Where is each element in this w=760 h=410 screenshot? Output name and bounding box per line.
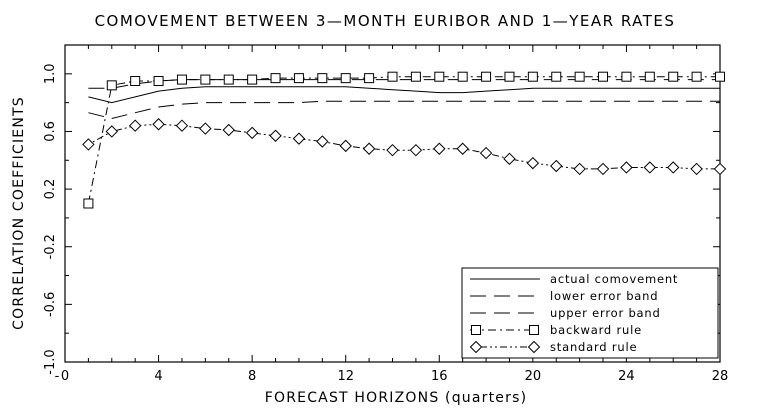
chart-title: COMOVEMENT BETWEEN 3—MONTH EURIBOR AND 1… — [95, 12, 676, 30]
data-point — [317, 73, 328, 84]
data-point — [457, 71, 468, 82]
data-point — [247, 74, 258, 85]
data-point — [200, 74, 211, 85]
series-lower-error-band — [88, 100, 720, 120]
data-point — [292, 132, 306, 145]
series-line — [88, 123, 720, 170]
x-tick-label: 8 — [248, 369, 256, 384]
data-point — [222, 123, 235, 137]
x-tick-label: 20 — [525, 369, 542, 384]
data-point — [340, 73, 351, 84]
data-point — [551, 71, 562, 82]
data-point — [316, 135, 329, 148]
series-line — [87, 76, 720, 204]
series-backward-rule — [83, 71, 725, 209]
data-point — [105, 125, 118, 138]
legend-swatch-marker — [527, 340, 541, 354]
data-point — [668, 71, 679, 82]
data-point — [175, 119, 189, 132]
legend-label: backward rule — [550, 323, 642, 337]
data-point — [598, 71, 609, 82]
data-point — [387, 71, 398, 82]
y-tick-label: 1.0 — [43, 63, 58, 84]
data-point — [479, 146, 493, 160]
series-line — [88, 86, 720, 104]
data-point — [293, 73, 304, 84]
data-point — [364, 73, 375, 84]
data-point — [644, 71, 655, 82]
data-point — [106, 80, 117, 91]
data-point — [434, 71, 445, 82]
y-tick-label: 0.2 — [43, 179, 58, 200]
data-point — [83, 198, 94, 209]
data-point — [409, 143, 423, 157]
data-point — [153, 76, 164, 87]
data-point — [130, 76, 141, 87]
data-point — [433, 142, 446, 155]
legend-swatch-marker — [529, 325, 539, 335]
data-point — [690, 162, 703, 176]
data-point — [481, 71, 492, 82]
data-point — [456, 142, 469, 155]
series-layer — [82, 71, 727, 209]
x-tick-label: 0 — [61, 369, 69, 384]
data-point — [199, 122, 212, 135]
data-point — [82, 138, 95, 151]
data-point — [550, 159, 563, 173]
data-point — [270, 73, 281, 84]
data-point — [643, 161, 657, 174]
data-point — [152, 118, 165, 131]
series-standard-rule — [82, 118, 727, 176]
data-point — [713, 162, 727, 176]
legend-label: upper error band — [550, 306, 661, 320]
y-tick-label: 0.6 — [43, 121, 58, 142]
data-point — [573, 162, 586, 176]
data-point — [667, 161, 680, 174]
data-point — [503, 152, 516, 166]
data-point — [527, 71, 538, 82]
x-tick-label: 28 — [712, 369, 729, 384]
x-tick-label: 16 — [431, 369, 448, 384]
data-point — [128, 119, 142, 132]
data-point — [223, 74, 234, 85]
y-tick-label: -1.0 — [43, 349, 58, 374]
x-axis-label: FORECAST HORIZONS (quarters) — [265, 390, 527, 406]
data-point — [596, 162, 610, 176]
legend-label: lower error band — [550, 289, 658, 303]
x-tick-label: 12 — [337, 369, 354, 384]
data-point — [410, 71, 421, 82]
legend-swatch-marker — [469, 340, 483, 354]
data-point — [269, 129, 282, 142]
data-point — [715, 71, 725, 82]
y-axis-label: CORRELATION COEFFICIENTS — [11, 96, 27, 330]
data-point — [574, 71, 585, 82]
legend: actual comovement lower error band upper e… — [461, 267, 719, 359]
series-actual-comovement — [88, 86, 720, 104]
data-point — [362, 142, 376, 155]
legend-label: standard rule — [550, 340, 637, 354]
data-point — [504, 71, 515, 82]
x-tick-label: 4 — [154, 369, 162, 384]
legend-swatch-marker — [471, 325, 481, 335]
data-point — [526, 156, 540, 170]
series-line — [88, 100, 720, 120]
data-point — [691, 71, 702, 82]
legend-label: actual comovement — [550, 272, 678, 286]
y-tick-label: -0.2 — [43, 234, 58, 259]
data-point — [620, 161, 633, 174]
data-point — [176, 74, 187, 85]
data-point — [339, 139, 352, 153]
data-point — [621, 71, 632, 82]
data-point — [245, 126, 259, 140]
x-tick-label: 24 — [618, 369, 635, 384]
data-point — [386, 143, 399, 157]
y-tick-label: -0.6 — [43, 292, 58, 317]
x-extra-tick-label: - — [55, 369, 60, 384]
